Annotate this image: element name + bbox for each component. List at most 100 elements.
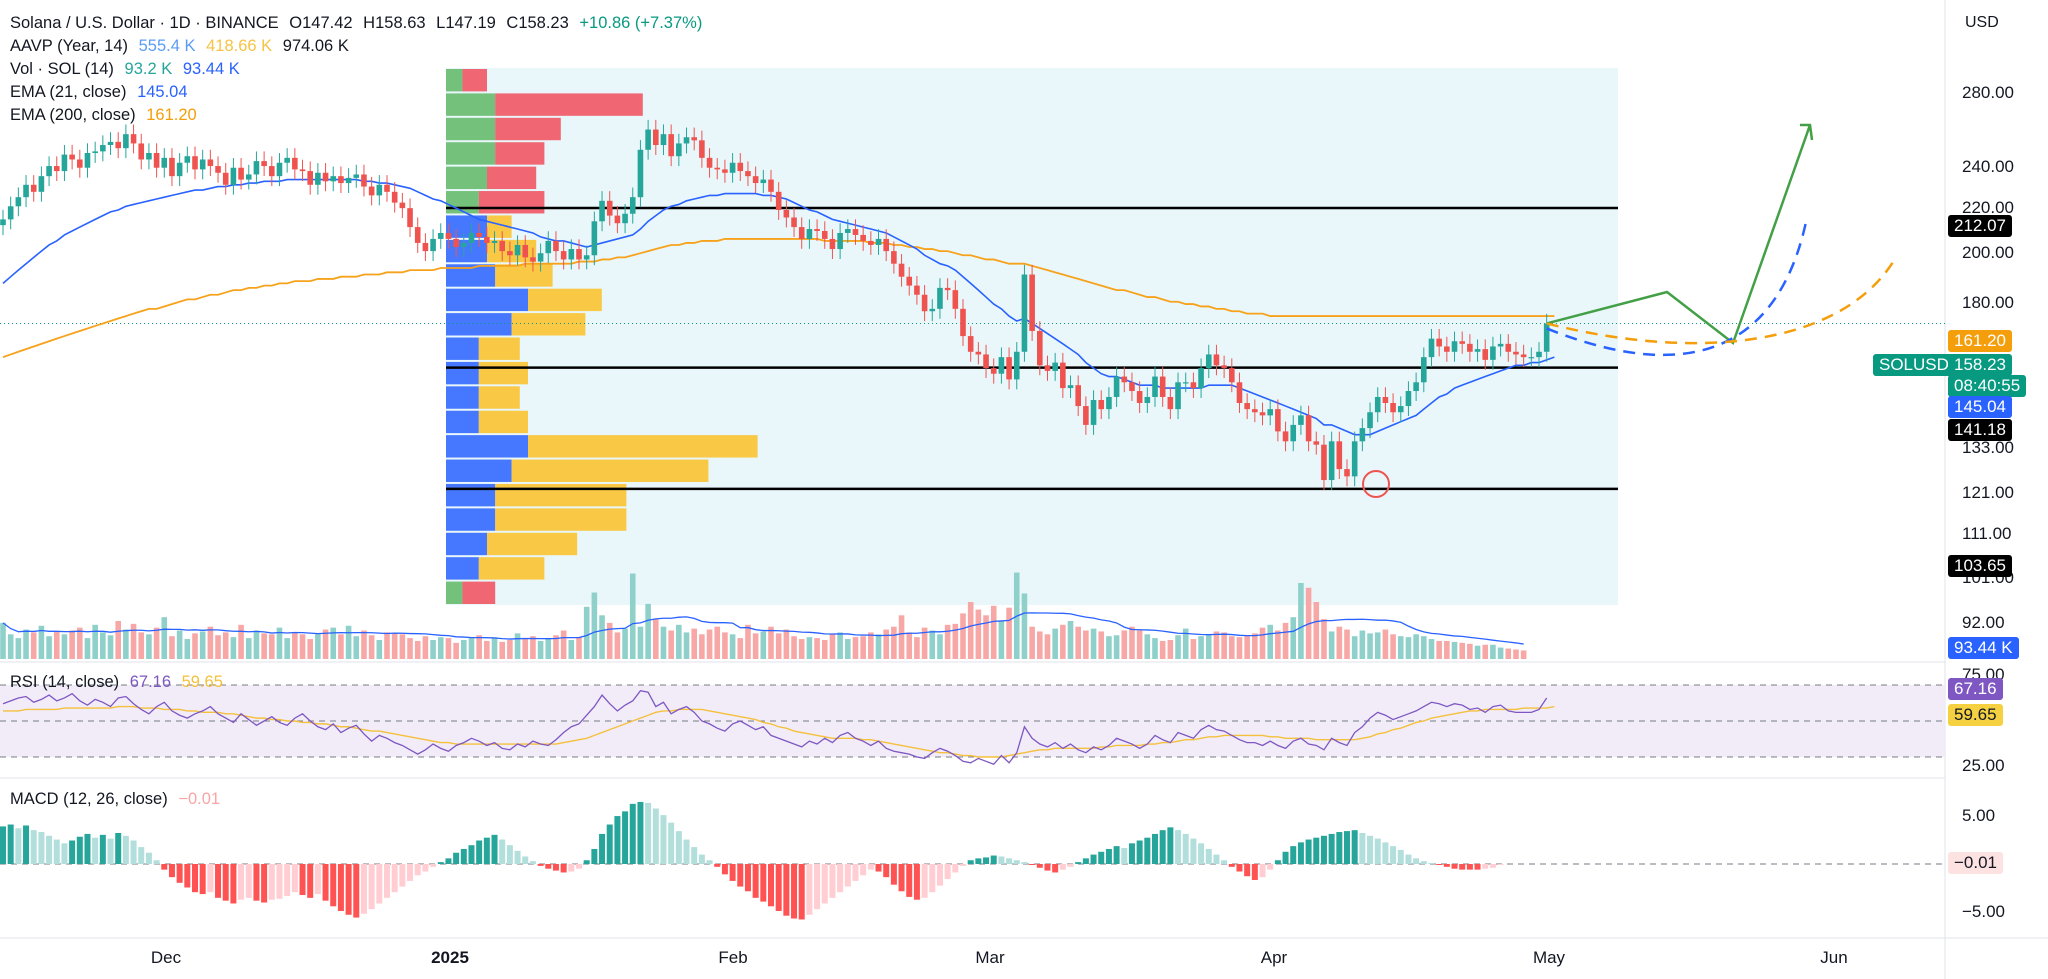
macd-histogram-bar <box>7 824 14 864</box>
volume-bar <box>1275 630 1281 659</box>
volume-bar <box>499 641 505 659</box>
volume-bar <box>1421 636 1427 659</box>
candle-body <box>1121 376 1128 383</box>
volume-bar <box>1321 619 1327 659</box>
macd-histogram-bar <box>837 864 844 893</box>
volume-bar <box>752 633 759 659</box>
volume-bar <box>1374 632 1381 659</box>
macd-histogram-bar <box>184 864 191 888</box>
macd-histogram-bar <box>821 864 828 904</box>
ohlc-close: C158.23 <box>506 14 569 32</box>
aavp-label[interactable]: AAVP (Year, 14) <box>10 37 129 55</box>
candle-body <box>1367 412 1373 429</box>
volume-bar <box>69 630 75 659</box>
macd-histogram-bar <box>1274 860 1281 864</box>
volume-bar <box>1083 630 1089 659</box>
candle-body <box>1190 382 1197 389</box>
volume-bar <box>952 623 959 659</box>
candle-body <box>944 287 951 291</box>
volume-label[interactable]: Vol · SOL (14) <box>10 60 114 78</box>
macd-histogram-bar <box>153 860 160 864</box>
volume-bar <box>299 634 306 659</box>
volume-ma-line <box>2 612 1524 645</box>
candle-body <box>845 229 851 233</box>
macd-histogram-bar <box>890 864 897 885</box>
volume-bar <box>345 625 352 659</box>
macd-label[interactable]: MACD (12, 26, close) <box>10 790 168 808</box>
price-axis-tick: 92.00 <box>1962 613 2005 632</box>
volume-bar <box>1198 636 1204 659</box>
candle-body <box>0 219 6 226</box>
rsi-label[interactable]: RSI (14, close) <box>10 673 120 691</box>
volume-bar <box>706 629 713 659</box>
volume-bar <box>1159 640 1166 659</box>
rsi-axis-tick: 25.00 <box>1962 756 2005 775</box>
volume-bar <box>553 635 559 659</box>
candle-body <box>1359 428 1366 442</box>
volume-profile-bar <box>495 117 561 141</box>
macd-histogram-bar <box>691 847 698 864</box>
candle-body <box>1037 330 1043 366</box>
macd-histogram-bar <box>360 864 367 914</box>
volume-bar <box>921 627 928 659</box>
candle-body <box>422 242 429 252</box>
volume-bar <box>422 636 429 659</box>
macd-histogram-bar <box>76 836 83 864</box>
macd-histogram-bar <box>1205 848 1212 864</box>
volume-profile-bar <box>446 93 496 116</box>
candle-body <box>1182 382 1189 384</box>
macd-histogram-bar <box>414 864 421 876</box>
volume-bar <box>898 615 905 659</box>
ema200-label[interactable]: EMA (200, close) <box>10 106 136 124</box>
macd-histogram-bar <box>460 848 467 864</box>
candle-body <box>1067 385 1074 389</box>
candle-body <box>184 156 191 163</box>
volume-bar <box>891 626 897 659</box>
volume-bar <box>1467 643 1473 659</box>
time-axis-tick: May <box>1532 948 1566 967</box>
volume-bar <box>507 640 513 659</box>
macd-histogram-bar <box>906 864 913 897</box>
volume-bar <box>599 615 605 659</box>
volume-bar <box>1367 633 1373 659</box>
volume-bar <box>914 637 920 659</box>
volume-bar <box>38 625 45 659</box>
volume-bar <box>591 592 598 659</box>
candle-body <box>30 184 37 192</box>
macd-histogram-bar <box>967 860 974 864</box>
macd-histogram-bar <box>1052 864 1059 873</box>
macd-histogram-bar <box>330 864 337 907</box>
macd-histogram-bar <box>622 811 629 864</box>
candle-body <box>522 244 529 258</box>
macd-histogram-bar <box>775 864 782 911</box>
candle-body <box>1305 415 1312 442</box>
symbol-title[interactable]: Solana / U.S. Dollar · 1D · BINANCE <box>10 14 279 32</box>
candle-body <box>453 238 459 248</box>
candle-body <box>653 129 659 146</box>
projection-path-green <box>1546 124 1812 346</box>
volume-bar <box>676 624 682 659</box>
volume-bar <box>806 637 813 659</box>
candle-body <box>430 238 436 252</box>
candle-body <box>368 186 375 196</box>
time-axis-tick: Feb <box>718 948 748 967</box>
macd-histogram-bar <box>1059 864 1066 870</box>
candle-body <box>875 238 882 245</box>
rsi-ma-axis-label: 59.65 <box>1948 704 2003 726</box>
macd-histogram-bar <box>1282 851 1289 864</box>
volume-bar <box>1298 583 1304 659</box>
volume-bar <box>1152 638 1158 659</box>
candle-body <box>269 166 275 177</box>
currency-button[interactable]: USD <box>1965 14 1999 31</box>
volume-bar <box>583 606 590 659</box>
candle-body <box>614 215 621 224</box>
macd-histogram-bar <box>783 864 790 916</box>
volume-bar <box>768 626 774 659</box>
candle-body <box>937 287 943 309</box>
volume-bar <box>0 622 6 659</box>
volume-bar <box>691 628 697 659</box>
ema21-label[interactable]: EMA (21, close) <box>10 83 127 101</box>
macd-histogram-bar <box>1367 835 1374 864</box>
macd-histogram-bar <box>936 864 943 886</box>
